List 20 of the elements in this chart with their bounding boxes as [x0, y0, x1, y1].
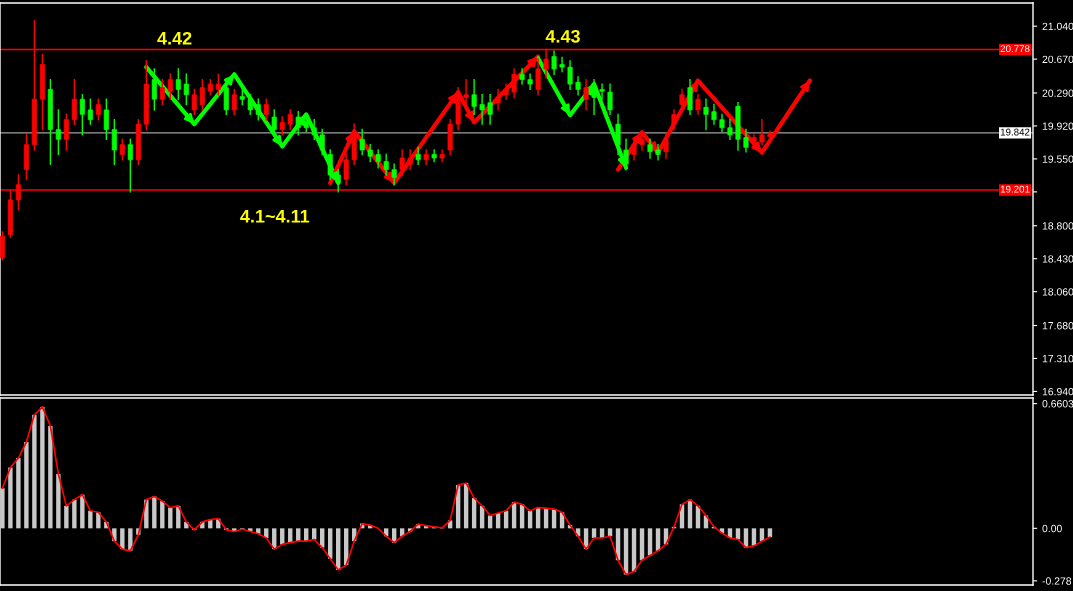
ref-line-label: 19.201 [1000, 185, 1030, 193]
y-tick-label: 18.430 [1042, 255, 1073, 263]
y-tick-label: -0.278 [1042, 577, 1072, 585]
y-tick-label: 0.6603 [1042, 400, 1073, 408]
y-tick-label: 18.800 [1042, 222, 1073, 230]
ref-line-label: 19.842 [1000, 128, 1030, 136]
y-tick-label: 20.670 [1042, 55, 1073, 63]
ref-line-label: 20.778 [1000, 45, 1030, 53]
annotation: 4.43 [545, 29, 580, 43]
y-tick-label: 16.940 [1042, 387, 1073, 396]
y-tick-label: 19.550 [1042, 155, 1073, 163]
y-tick-label: 18.060 [1042, 288, 1073, 296]
y-tick-label: 21.040 [1042, 22, 1073, 31]
y-tick-label: 17.680 [1042, 322, 1073, 330]
y-tick-label: 0.00 [1042, 524, 1062, 533]
y-tick-label: 20.290 [1042, 89, 1073, 97]
y-tick-label: 17.310 [1042, 354, 1073, 363]
annotation: 4.1~4.11 [240, 210, 310, 223]
annotation: 4.42 [157, 31, 192, 45]
y-tick-label: 19.920 [1042, 122, 1073, 130]
